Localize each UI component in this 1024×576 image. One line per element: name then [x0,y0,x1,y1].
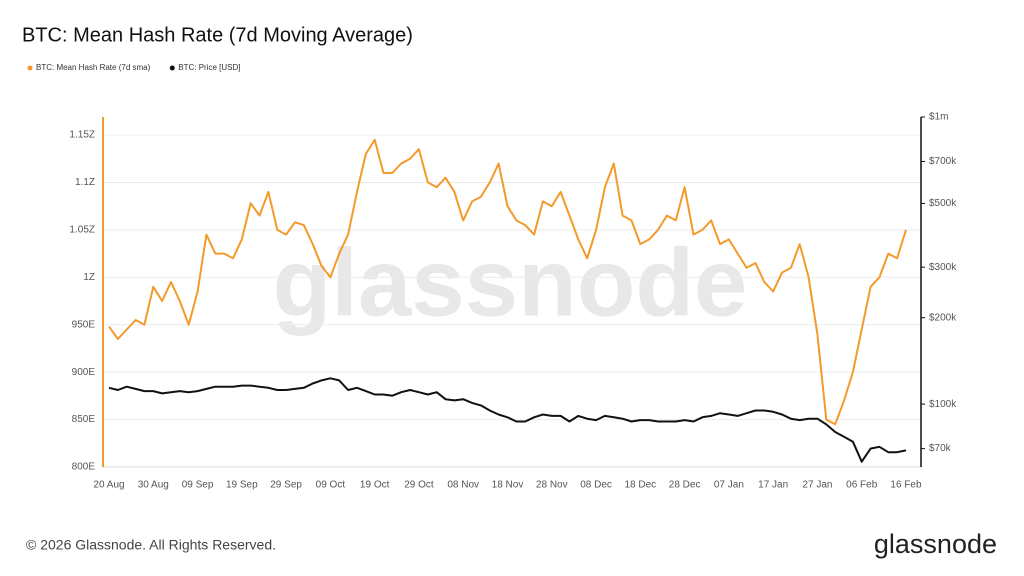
y2-tick-label: $700k [929,156,957,167]
legend-marker [27,65,33,71]
chart-title: BTC: Mean Hash Rate (7d Moving Average) [22,24,413,46]
y-tick-label: 1.05Z [69,225,95,236]
x-tick-label: 29 Sep [270,480,302,491]
x-tick-label: 18 Dec [624,480,656,491]
y2-tick-label: $1m [929,112,948,123]
x-tick-label: 08 Dec [580,480,612,491]
x-tick-label: 20 Aug [93,480,124,491]
x-tick-label: 16 Feb [890,480,922,491]
x-tick-label: 18 Nov [492,480,524,491]
series-line [108,138,907,426]
x-tick-label: 17 Jan [758,480,788,491]
y-tick-label: 1Z [83,272,95,283]
legend-label: BTC: Mean Hash Rate (7d sma) [36,63,151,72]
x-tick-label: 08 Nov [447,480,479,491]
x-tick-label: 27 Jan [802,480,832,491]
x-tick-label: 19 Sep [226,480,258,491]
legend-label: BTC: Price [USD] [178,63,240,72]
logo: glassnode [874,529,997,559]
x-tick-label: 30 Aug [138,480,169,491]
y2-tick-label: $70k [929,443,952,454]
x-tick-label: 09 Sep [182,480,214,491]
x-tick-label: 06 Feb [846,480,878,491]
x-tick-label: 28 Dec [669,480,701,491]
series-line [108,377,907,463]
y2-tick-label: $200k [929,312,957,323]
y-tick-label: 800E [72,462,96,473]
y-tick-label: 900E [72,367,96,378]
footer: © 2026 Glassnode. All Rights Reserved. [26,537,276,553]
y-tick-label: 1.1Z [75,177,95,188]
x-tick-label: 29 Oct [404,480,434,491]
y-tick-label: 850E [72,414,96,425]
y2-tick-label: $100k [929,399,957,410]
y2-tick-label: $300k [929,262,957,273]
x-tick-label: 19 Oct [360,480,390,491]
x-tick-label: 28 Nov [536,480,568,491]
y2-tick-label: $500k [929,198,957,209]
x-tick-label: 09 Oct [316,480,346,491]
y-tick-label: 950E [72,319,96,330]
y-tick-label: 1.15Z [69,130,95,141]
legend-marker [169,65,175,71]
watermark: glassnode [273,229,748,336]
x-tick-label: 07 Jan [714,480,744,491]
